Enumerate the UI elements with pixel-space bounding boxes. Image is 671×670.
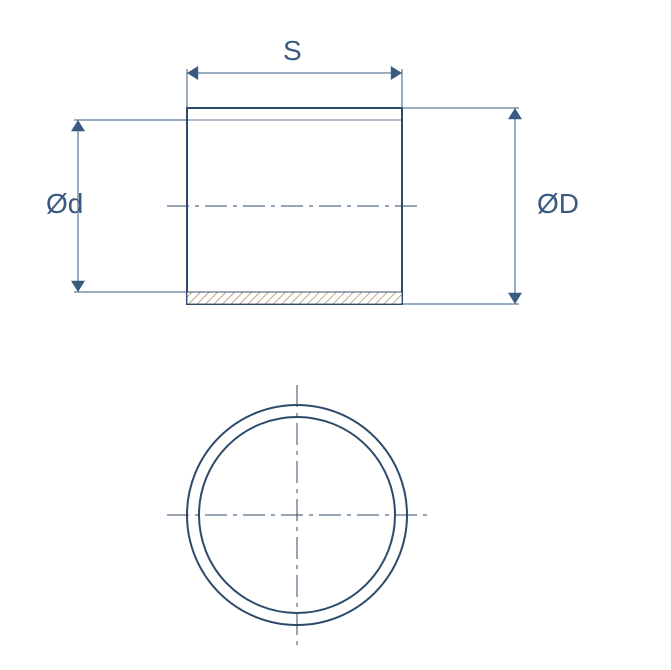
label-S: S bbox=[283, 35, 302, 67]
diagram-svg bbox=[0, 0, 671, 670]
label-d: Ød bbox=[46, 188, 83, 220]
diagram-stage: S Ød ØD bbox=[0, 0, 671, 670]
label-D: ØD bbox=[537, 188, 579, 220]
